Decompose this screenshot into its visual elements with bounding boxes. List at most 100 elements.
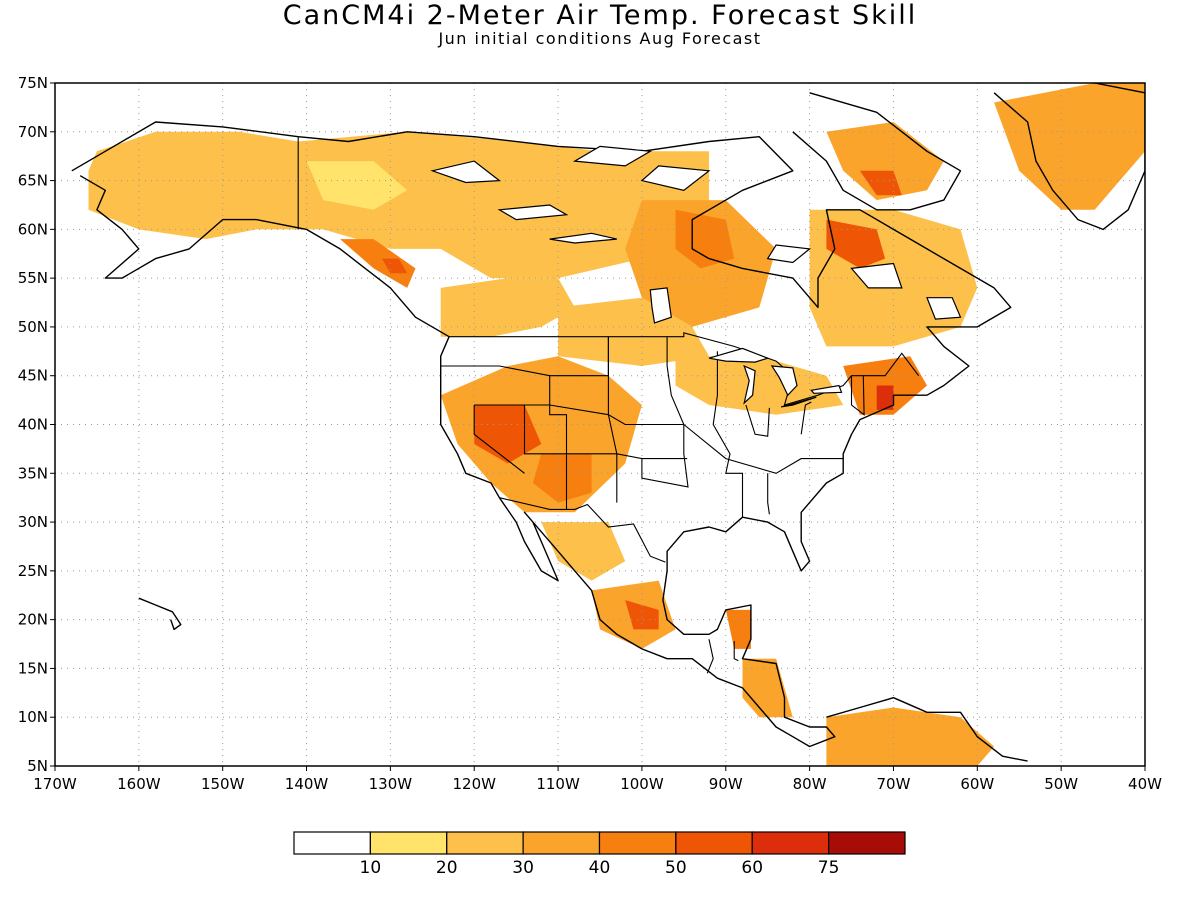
lon-tick-label: 170W: [33, 775, 77, 793]
legend-label: 20: [436, 858, 458, 878]
lat-tick-label: 55N: [18, 269, 48, 287]
lat-tick-label: 15N: [18, 659, 48, 677]
lake: [850, 262, 903, 289]
coastline: [138, 597, 182, 631]
region-us-west: [440, 356, 642, 513]
region-canada-northwest: [298, 131, 709, 279]
border-line: [733, 641, 739, 662]
lat-tick-label: 20N: [18, 611, 48, 629]
legend-label: 40: [589, 858, 611, 878]
legend-swatch: [293, 831, 371, 855]
color-legend: 10 20 30 40 50 60 75: [293, 831, 906, 878]
region-new-england-core: [876, 385, 894, 410]
lake: [572, 145, 653, 167]
chart-title: CanCM4i 2-Meter Air Temp. Forecast Skill: [282, 0, 918, 31]
legend-swatch: [828, 831, 906, 855]
region-yukon-core: [306, 161, 408, 210]
lon-tick-label: 80W: [793, 775, 827, 793]
lake: [770, 365, 798, 397]
coastlines: [71, 83, 1145, 762]
border-line: [499, 497, 666, 563]
legend-label: 50: [665, 858, 687, 878]
coastline: [792, 92, 962, 211]
coastline: [826, 697, 1028, 762]
border-line: [473, 405, 525, 474]
lon-tick-label: 140W: [285, 775, 329, 793]
lat-tick-label: 10N: [18, 708, 48, 726]
lat-tick-label: 50N: [18, 318, 48, 336]
lake: [780, 396, 817, 408]
lat-tick-label: 25N: [18, 562, 48, 580]
lon-tick-label: 40W: [1128, 775, 1162, 793]
border-line: [850, 375, 865, 416]
region-yucatan: [725, 609, 751, 649]
legend-label: 75: [818, 858, 840, 878]
lake: [640, 165, 711, 191]
border-line: [641, 336, 689, 488]
lat-tick-label: 60N: [18, 220, 48, 238]
border-line: [800, 401, 812, 435]
lon-tick-label: 100W: [620, 775, 664, 793]
lon-tick-label: 150W: [201, 775, 245, 793]
lake: [430, 160, 502, 184]
border-line: [706, 639, 714, 674]
region-prairies-west: [440, 278, 575, 337]
coastline: [993, 83, 1145, 231]
lat-tick-label: 65N: [18, 172, 48, 190]
lat-tick-label: 30N: [18, 513, 48, 531]
border-line: [712, 351, 744, 518]
political-borders: [297, 136, 920, 674]
lon-tick-label: 120W: [452, 775, 496, 793]
coastline: [71, 121, 1012, 748]
legend-swatch: [369, 831, 448, 855]
region-baffin-core: [859, 170, 902, 196]
legend-swatch: [446, 831, 524, 855]
border-line: [607, 336, 618, 503]
lon-tick-label: 110W: [536, 775, 580, 793]
lake: [743, 364, 756, 405]
lon-tick-label: 160W: [117, 775, 161, 793]
lake: [708, 347, 770, 363]
border-line: [449, 332, 920, 406]
region-bc-core: [382, 258, 408, 274]
lat-tick-label: 5N: [27, 757, 48, 775]
lat-tick-label: 70N: [18, 123, 48, 141]
latitude-axis: 5N 10N 15N 20N 25N 30N 35N 40N 45N 50N 55N 60N 65N 70…: [18, 74, 55, 775]
lake: [649, 287, 672, 324]
lake: [810, 384, 843, 394]
lat-tick-label: 40N: [18, 416, 48, 434]
region-canada-hudson-core: [675, 209, 735, 269]
lat-tick-label: 75N: [18, 74, 48, 92]
legend-swatch: [598, 831, 677, 855]
border-line: [523, 405, 688, 460]
legend-swatch: [751, 831, 830, 855]
lake: [926, 297, 962, 320]
lon-tick-label: 130W: [369, 775, 413, 793]
lake: [497, 204, 569, 221]
lon-tick-label: 50W: [1044, 775, 1078, 793]
region-south-america-north: [826, 707, 995, 766]
legend-swatch: [675, 831, 753, 855]
lon-tick-label: 90W: [709, 775, 743, 793]
lon-tick-label: 70W: [877, 775, 911, 793]
legend-label: 10: [360, 858, 382, 878]
legend-label: 30: [512, 858, 534, 878]
legend-label: 60: [741, 858, 763, 878]
border-line: [745, 404, 770, 437]
lake: [549, 232, 617, 244]
border-line: [767, 473, 770, 515]
region-greenland-south: [994, 83, 1145, 210]
region-mexico-north: [541, 522, 626, 581]
region-alaska: [88, 131, 299, 240]
legend-swatch: [522, 831, 601, 855]
lon-tick-label: 60W: [960, 775, 994, 793]
region-bc-coast: [340, 239, 416, 288]
lat-tick-label: 35N: [18, 464, 48, 482]
region-four-corners: [532, 453, 592, 503]
chart-subtitle: Jun initial conditions Aug Forecast: [438, 29, 762, 48]
region-mexico-central-core: [625, 600, 659, 630]
lat-tick-label: 45N: [18, 367, 48, 385]
border-line: [549, 375, 568, 510]
lake: [766, 244, 812, 264]
